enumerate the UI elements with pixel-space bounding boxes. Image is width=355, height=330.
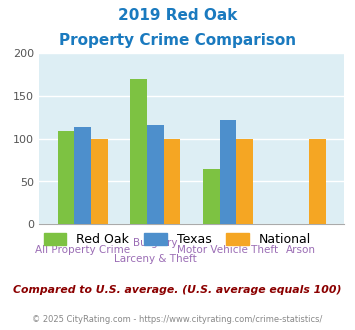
Text: Property Crime Comparison: Property Crime Comparison [59, 33, 296, 48]
Text: Compared to U.S. average. (U.S. average equals 100): Compared to U.S. average. (U.S. average … [13, 285, 342, 295]
Text: Arson: Arson [286, 245, 316, 255]
Text: Burglary: Burglary [133, 238, 178, 248]
Bar [164, 139, 180, 224]
Text: 2019 Red Oak: 2019 Red Oak [118, 8, 237, 23]
Text: Larceny & Theft: Larceny & Theft [114, 253, 197, 264]
Bar [91, 139, 108, 224]
Text: All Property Crime: All Property Crime [35, 245, 130, 255]
Bar [130, 80, 147, 224]
Bar [147, 125, 164, 224]
Bar [220, 120, 236, 224]
Bar [236, 139, 253, 224]
Text: © 2025 CityRating.com - https://www.cityrating.com/crime-statistics/: © 2025 CityRating.com - https://www.city… [32, 315, 323, 324]
Bar [74, 127, 91, 224]
Bar [203, 169, 220, 224]
Bar [58, 131, 74, 224]
Bar [309, 139, 326, 224]
Legend: Red Oak, Texas, National: Red Oak, Texas, National [39, 227, 316, 251]
Text: Motor Vehicle Theft: Motor Vehicle Theft [178, 245, 279, 255]
